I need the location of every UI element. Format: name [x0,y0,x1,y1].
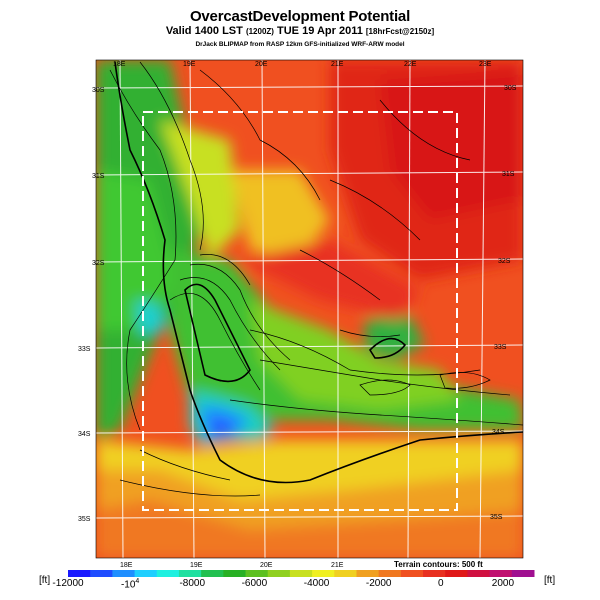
right-lat-label: 32S [498,258,511,265]
colorbar-swatch [400,570,424,577]
top-lon-label: 21E [331,61,344,68]
bottom-lon-label: 18E [120,562,133,569]
colorbar-swatch [223,570,247,577]
valid-date: TUE 19 Apr 2011 [277,25,363,37]
lon-labels: 18E 19E 20E 21E 22E 23E 18E 19E 20E 21E [113,61,492,569]
colorbar-label: -6000 [241,578,268,589]
bottom-lon-label: 21E [331,562,344,569]
left-lat-label: 33S [78,346,91,353]
top-lon-label: 23E [479,61,492,68]
top-lon-label: 18E [113,61,126,68]
graticule [96,60,523,558]
colorbar-swatch [378,570,402,577]
left-lat-label: 34S [78,431,91,438]
colorbar-label: -104 [120,578,140,591]
terrain-contour-note: Terrain contours: 500 ft [394,560,483,569]
colorbar-swatch [156,570,180,577]
colorbar-swatch [312,570,335,577]
colorbar-swatch [445,570,468,577]
left-lat-label: 30S [92,87,105,94]
colorbar-label: 2000 [491,578,515,589]
map-frame [95,59,524,559]
colorbar-swatch [511,570,535,577]
page-title: OvercastDevelopment Potential [189,8,411,25]
colorbar-swatch [356,570,380,577]
terrain-contours [109,61,523,497]
colorbar-label: -12000 [52,578,84,589]
colorbar-swatch [68,570,91,577]
bottom-lon-label: 20E [260,562,273,569]
inner-domain-box [142,111,458,511]
right-lat-label: 34S [492,429,505,436]
coastline-contour [114,61,523,484]
top-lon-label: 19E [183,61,196,68]
right-lat-label: 33S [494,344,507,351]
colorbar-swatch [423,570,446,577]
bottom-lon-label: 19E [190,562,203,569]
forecast-info: [18hrFcst@2150z] [365,27,435,36]
colorbar-swatch [112,570,136,577]
right-lat-label: 35S [490,514,503,521]
left-lat-label: 32S [92,260,105,267]
colorbar-swatch [467,570,491,577]
top-lon-label: 22E [404,61,417,68]
valid-time-utc: (1200Z) [245,27,274,36]
top-lon-label: 20E [255,61,268,68]
colorbar-unit-left: [ft] [39,575,51,586]
valid-time-subtitle: Valid 1400 LST (1200Z) TUE 19 Apr 2011 [… [0,25,600,37]
colorbar-label-exponent: 4 [135,578,140,585]
colorbar-swatch [134,570,158,577]
colorbar-label: 0 [438,578,444,589]
colorbar-label: -8000 [179,578,206,589]
color-field [96,60,523,558]
model-credit: DrJack BLIPMAP from RASP 12km GFS-initia… [195,41,405,48]
colorbar-label: -4000 [303,578,330,589]
colorbar-unit-right: [ft] [544,575,556,586]
colorbar-swatch [267,570,291,577]
colorbar-swatch [90,570,113,577]
colorbar-swatch [334,570,357,577]
left-lat-label: 31S [92,173,105,180]
right-lat-label: 30S [504,85,517,92]
valid-time: Valid 1400 LST [165,25,243,37]
right-lat-label: 31S [502,171,515,178]
colorbar-label: -2000 [365,578,392,589]
colorbar-swatch [289,570,313,577]
lat-labels: 30S 31S 32S 33S 34S 35S 30S 31S 32S 33S … [78,85,517,523]
colorbar-swatch [178,570,202,577]
left-lat-label: 35S [78,516,91,523]
colorbar-swatch [201,570,224,577]
colorbar [68,570,535,577]
colorbar-swatch [489,570,513,577]
colorbar-swatch [245,570,269,577]
